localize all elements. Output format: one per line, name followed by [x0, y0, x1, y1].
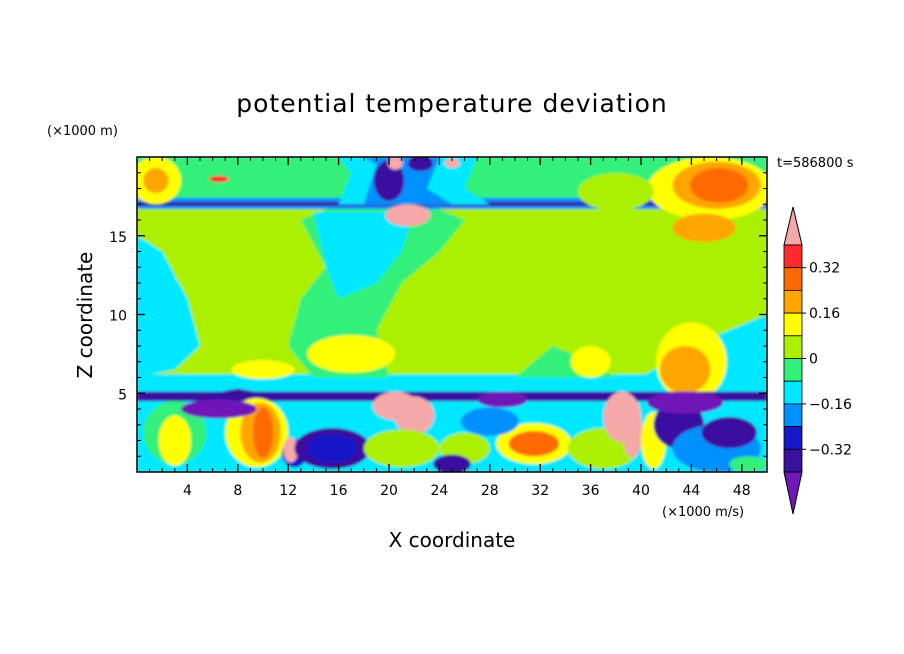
field-patch	[444, 158, 460, 169]
field-patch	[181, 399, 257, 419]
field-patch	[231, 360, 295, 380]
colorbar-bin	[783, 244, 803, 269]
colorbar-bin	[783, 267, 803, 291]
colorbar-label: 0	[809, 352, 818, 368]
colorbar-bin	[783, 380, 803, 405]
x-tick-label: 28	[481, 483, 499, 499]
field-patch	[387, 157, 403, 170]
x-tick-label: 32	[531, 483, 549, 499]
field-patch	[622, 407, 643, 458]
colorbar: 0.32 0.16 0 −0.16 −0.32	[783, 206, 852, 515]
x-tick-label: 4	[183, 483, 192, 499]
colorbar-bin	[783, 403, 803, 427]
colorbar-bin	[783, 289, 803, 314]
x-tick-label: 12	[279, 483, 297, 499]
field-patch	[283, 437, 299, 463]
field-patch	[208, 175, 229, 183]
field-patch	[385, 204, 431, 227]
field-patch	[570, 346, 611, 378]
x-tick-label: 40	[632, 483, 650, 499]
time-label: t=586800 s	[777, 156, 854, 171]
field-patch	[174, 254, 301, 296]
field-patch	[690, 168, 749, 203]
colorbar-bin	[783, 312, 803, 337]
x-tick-label: 48	[733, 483, 751, 499]
field-patch	[373, 160, 405, 202]
field-patch	[477, 391, 528, 408]
y-tick-label: 5	[118, 387, 127, 403]
field-patch	[143, 168, 169, 194]
y-tick-label: 10	[109, 309, 127, 325]
x-tick-label: 16	[330, 483, 348, 499]
field-patch	[460, 407, 519, 436]
field-patch	[252, 407, 274, 458]
field-patch	[659, 346, 711, 394]
field-patch	[647, 391, 723, 414]
x-tick-label: 36	[582, 483, 600, 499]
colorbar-label: 0.16	[809, 306, 840, 322]
colorbar-label: −0.32	[809, 442, 852, 458]
x-tick-label: 8	[233, 483, 242, 499]
y-axis-label: Z coordinate	[73, 252, 97, 379]
colorbar-bin	[783, 358, 803, 382]
x-axis-label: X coordinate	[389, 528, 516, 552]
field-patch	[307, 334, 396, 373]
field-patch	[701, 416, 757, 449]
colorbar-bin	[783, 426, 803, 450]
field-patch	[307, 434, 358, 463]
field-patch	[433, 454, 471, 472]
chart-title: potential temperature deviation	[236, 89, 667, 118]
field-patch	[158, 415, 192, 466]
x-tick-label: 20	[380, 483, 398, 499]
field-patch	[137, 391, 767, 402]
field-patch	[137, 235, 200, 378]
field-patch	[137, 388, 326, 400]
field-patch	[508, 431, 560, 457]
y-axis-unit: (×1000 m)	[47, 124, 118, 139]
y-tick-label: 15	[109, 230, 127, 246]
colorbar-label: −0.16	[809, 397, 852, 413]
colorbar-bin	[783, 335, 803, 359]
colorbar-bottom-triangle	[783, 471, 803, 515]
field-patch	[578, 172, 654, 211]
field-patch	[313, 212, 415, 299]
field-patch	[363, 429, 440, 468]
field-patch	[394, 396, 435, 435]
x-tick-label: 24	[430, 483, 448, 499]
field-patch	[729, 456, 767, 472]
colorbar-label: 0.32	[809, 261, 840, 277]
y-axis: 5 10 15	[109, 172, 767, 457]
field-patch	[672, 213, 736, 243]
field-patch	[137, 374, 767, 394]
x-axis-unit: (×1000 m/s)	[662, 505, 744, 520]
heatmap-field	[137, 157, 767, 472]
x-axis: 4 8 12 16 20 24 28 32 36 40 44 48	[149, 157, 755, 499]
x-tick-label: 44	[682, 483, 700, 499]
colorbar-bin	[783, 448, 803, 473]
field-patch	[407, 157, 434, 172]
colorbar-top-triangle	[783, 206, 803, 246]
